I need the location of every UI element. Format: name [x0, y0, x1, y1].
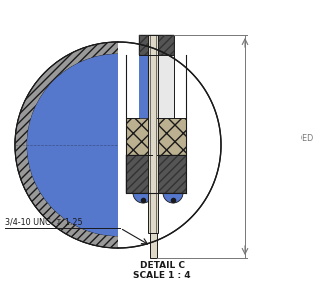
Circle shape	[27, 54, 209, 236]
Text: DETAIL C: DETAIL C	[139, 260, 184, 270]
Wedge shape	[15, 42, 221, 248]
Bar	[157, 55, 174, 138]
Circle shape	[27, 54, 209, 236]
Wedge shape	[133, 193, 153, 203]
Text: SCALE 1 : 4: SCALE 1 : 4	[133, 270, 191, 280]
Bar	[150, 233, 157, 258]
Bar	[157, 155, 186, 193]
Bar	[139, 55, 153, 193]
Bar	[126, 118, 152, 155]
Bar	[118, 37, 281, 253]
Bar	[139, 35, 174, 55]
Bar	[157, 155, 186, 193]
Circle shape	[15, 42, 221, 248]
Bar	[148, 35, 158, 233]
Bar	[139, 35, 174, 55]
Bar	[126, 155, 152, 193]
Wedge shape	[163, 193, 183, 203]
Bar	[126, 155, 152, 193]
Bar	[157, 118, 186, 155]
Text: 3.88 EXTENDED: 3.88 EXTENDED	[250, 134, 313, 143]
Bar	[118, 37, 301, 253]
Text: 3/4-10 UNC  ↧ 1.25: 3/4-10 UNC ↧ 1.25	[5, 217, 83, 226]
